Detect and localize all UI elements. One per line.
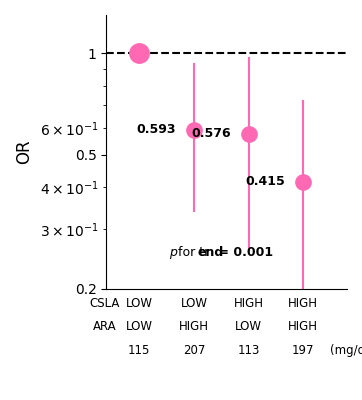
Y-axis label: OR: OR [15,140,33,164]
Text: for tr: for tr [174,246,210,259]
Text: 197: 197 [292,344,315,357]
Text: HIGH: HIGH [288,320,318,334]
Text: HIGH: HIGH [233,297,264,310]
Text: 115: 115 [128,344,151,357]
Text: ARA: ARA [93,320,117,334]
Text: LOW: LOW [126,320,153,334]
Text: 207: 207 [183,344,205,357]
Text: HIGH: HIGH [179,320,209,334]
Text: 113: 113 [237,344,260,357]
Text: p: p [169,246,177,259]
Text: 0.593: 0.593 [136,123,176,136]
Text: LOW: LOW [126,297,153,310]
Text: HIGH: HIGH [288,297,318,310]
Text: LOW: LOW [235,320,262,334]
Text: end: end [197,246,223,259]
Text: 0.576: 0.576 [191,128,231,140]
Text: CSLA: CSLA [89,297,120,310]
Text: 0.415: 0.415 [245,175,285,188]
Text: LOW: LOW [180,297,207,310]
Text: = 0.001: = 0.001 [214,246,273,259]
Text: (mg/d): (mg/d) [331,344,362,357]
